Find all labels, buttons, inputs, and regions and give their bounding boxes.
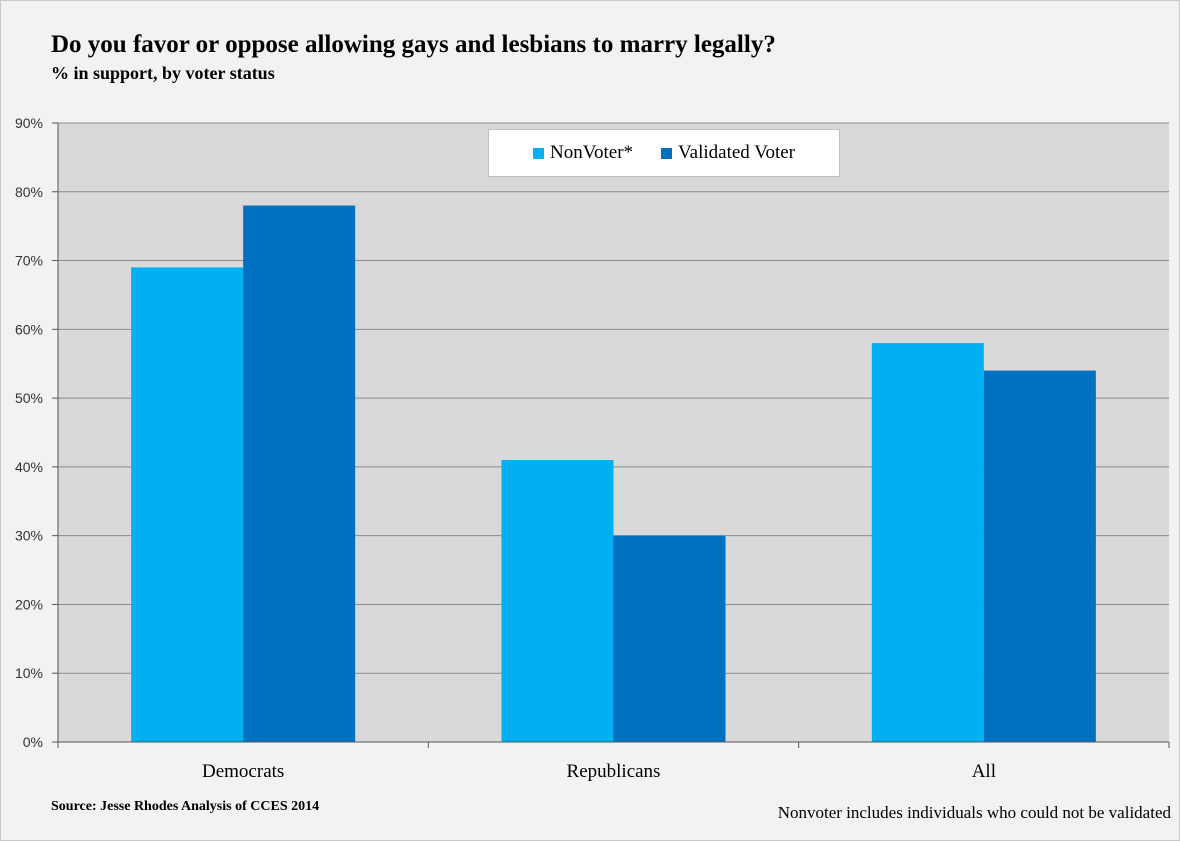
bar-nonvoter-democrats (131, 267, 244, 742)
x-category-label: All (972, 761, 996, 782)
chart-title: Do you favor or oppose allowing gays and… (51, 31, 776, 58)
y-tick-label: 60% (15, 321, 43, 337)
x-category-label: Republicans (567, 761, 661, 782)
y-tick-label: 30% (15, 528, 43, 544)
y-tick-label: 20% (15, 596, 43, 612)
bar-nonvoter-all (871, 343, 984, 742)
legend-label-nonvoter: NonVoter* (549, 142, 634, 163)
bar-nonvoter-republicans (501, 460, 614, 742)
bar-validated-voter-republicans (613, 535, 726, 742)
legend-swatch-nonvoter (532, 147, 544, 159)
source-note: Source: Jesse Rhodes Analysis of CCES 20… (51, 799, 320, 814)
footnote: Nonvoter includes individuals who could … (777, 803, 1171, 822)
y-tick-label: 0% (23, 734, 43, 750)
y-tick-label: 40% (15, 459, 43, 475)
legend: NonVoter* Validated Voter (488, 129, 840, 177)
chart-subtitle: % in support, by voter status (51, 63, 275, 83)
bar-validated-voter-democrats (243, 205, 356, 743)
y-tick-label: 50% (15, 390, 43, 406)
y-tick-label: 90% (15, 115, 43, 131)
y-tick-label: 80% (15, 184, 43, 200)
bar-validated-voter-all (983, 370, 1096, 742)
y-tick-label: 70% (15, 253, 43, 269)
legend-item-validated-voter: Validated Voter (661, 142, 795, 164)
legend-item-nonvoter: NonVoter* (532, 142, 634, 164)
legend-label-validated-voter: Validated Voter (678, 142, 795, 163)
x-category-label: Democrats (202, 761, 284, 782)
y-tick-label: 10% (15, 665, 43, 681)
legend-swatch-validated-voter (661, 147, 673, 159)
